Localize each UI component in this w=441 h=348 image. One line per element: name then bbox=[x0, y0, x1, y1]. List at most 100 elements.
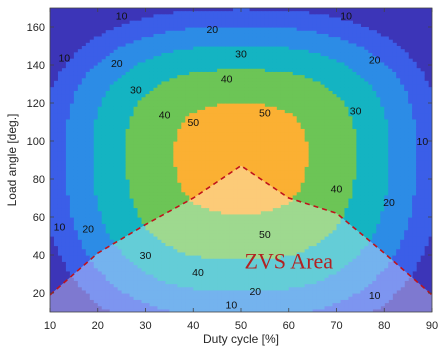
contour-cell bbox=[221, 11, 226, 15]
contour-cell bbox=[69, 245, 75, 250]
contour-cell bbox=[101, 207, 107, 212]
contour-cell bbox=[57, 150, 63, 155]
contour-cell bbox=[153, 14, 159, 19]
contour-cell bbox=[117, 90, 123, 95]
contour-cell bbox=[65, 137, 71, 142]
contour-cell bbox=[81, 109, 87, 114]
contour-cell bbox=[93, 226, 99, 231]
contour-cell bbox=[97, 118, 103, 123]
contour-cell bbox=[101, 175, 107, 180]
contour-cell bbox=[69, 115, 75, 120]
contour-cell bbox=[93, 280, 99, 285]
contour-cell bbox=[109, 112, 115, 117]
contour-cell bbox=[81, 261, 87, 266]
contour-cell bbox=[97, 229, 103, 234]
contour-cell bbox=[101, 118, 107, 123]
contour-cell bbox=[101, 194, 107, 199]
contour-cell bbox=[101, 134, 107, 139]
contour-cell bbox=[101, 96, 107, 101]
contour-cell bbox=[113, 286, 119, 291]
contour-cell bbox=[61, 93, 67, 98]
contour-cell bbox=[97, 52, 103, 57]
contour-cell bbox=[53, 188, 59, 193]
contour-cell bbox=[101, 153, 107, 158]
contour-cell bbox=[109, 308, 115, 312]
contour-cell bbox=[101, 296, 107, 300]
contour-cell bbox=[97, 188, 103, 193]
contour-cell bbox=[89, 179, 95, 183]
contour-cell bbox=[109, 283, 115, 288]
contour-cell bbox=[65, 90, 71, 95]
contour-cell bbox=[113, 90, 119, 95]
contour-cell bbox=[65, 248, 71, 253]
contour-cell bbox=[93, 191, 99, 196]
contour-cell bbox=[117, 308, 123, 312]
contour-cell bbox=[69, 182, 75, 186]
contour-cell bbox=[77, 90, 83, 95]
contour-cell bbox=[69, 232, 75, 237]
contour-cell bbox=[73, 109, 79, 114]
contour-cell bbox=[57, 207, 63, 212]
contour-cell bbox=[81, 96, 87, 101]
contour-cell bbox=[69, 255, 75, 259]
contour-cell bbox=[69, 93, 75, 98]
contour-cell bbox=[97, 46, 103, 50]
contour-cell bbox=[89, 166, 95, 171]
contour-cell bbox=[50, 144, 55, 148]
contour-cell bbox=[81, 267, 87, 272]
contour-cell bbox=[89, 242, 95, 247]
contour-cell bbox=[57, 71, 63, 76]
contour-cell bbox=[50, 115, 55, 120]
contour-cell bbox=[117, 286, 123, 291]
contour-cell bbox=[50, 109, 55, 114]
contour-cell bbox=[105, 198, 111, 202]
contour-cell bbox=[77, 182, 83, 186]
contour-cell bbox=[61, 144, 67, 148]
contour-cell bbox=[113, 39, 119, 44]
contour-cell bbox=[93, 115, 99, 120]
contour-cell bbox=[69, 71, 75, 76]
contour-cell bbox=[113, 172, 119, 177]
contour-cell bbox=[77, 188, 83, 193]
contour-cell bbox=[61, 156, 67, 161]
contour-cell bbox=[105, 267, 111, 272]
contour-cell bbox=[117, 52, 123, 57]
contour-cell bbox=[117, 280, 123, 285]
contour-cell bbox=[89, 198, 95, 202]
contour-cell bbox=[89, 169, 95, 174]
contour-cell bbox=[89, 74, 95, 79]
contour-cell bbox=[73, 61, 79, 66]
contour-cell bbox=[109, 185, 115, 190]
contour-cell bbox=[89, 267, 95, 272]
contour-cell bbox=[229, 11, 234, 15]
contour-cell bbox=[89, 280, 95, 285]
contour-cell bbox=[50, 163, 55, 167]
contour-cell bbox=[105, 36, 111, 41]
contour-cell bbox=[50, 223, 55, 228]
contour-cell bbox=[101, 277, 107, 281]
contour-cell bbox=[105, 305, 111, 310]
contour-cell bbox=[105, 175, 111, 180]
contour-cell bbox=[77, 160, 83, 164]
contour-cell bbox=[85, 255, 91, 259]
contour-cell bbox=[53, 96, 59, 101]
contour-cell bbox=[109, 293, 115, 297]
contour-cell bbox=[113, 191, 119, 196]
contour-cell bbox=[101, 166, 107, 171]
contour-cell bbox=[109, 229, 115, 234]
contour-cell bbox=[93, 61, 99, 66]
contour-cell bbox=[57, 169, 63, 174]
contour-cell bbox=[89, 99, 95, 104]
contour-cell bbox=[113, 103, 119, 107]
contour-cell bbox=[101, 93, 107, 98]
contour-cell bbox=[89, 229, 95, 234]
contour-cell bbox=[65, 198, 71, 202]
contour-cell bbox=[93, 293, 99, 297]
contour-cell bbox=[105, 39, 111, 44]
contour-cell bbox=[101, 49, 107, 53]
contour-cell bbox=[117, 232, 123, 237]
contour-cell bbox=[89, 71, 95, 76]
contour-cell bbox=[69, 156, 75, 161]
contour-cell bbox=[77, 52, 83, 57]
contour-cell bbox=[117, 267, 123, 272]
